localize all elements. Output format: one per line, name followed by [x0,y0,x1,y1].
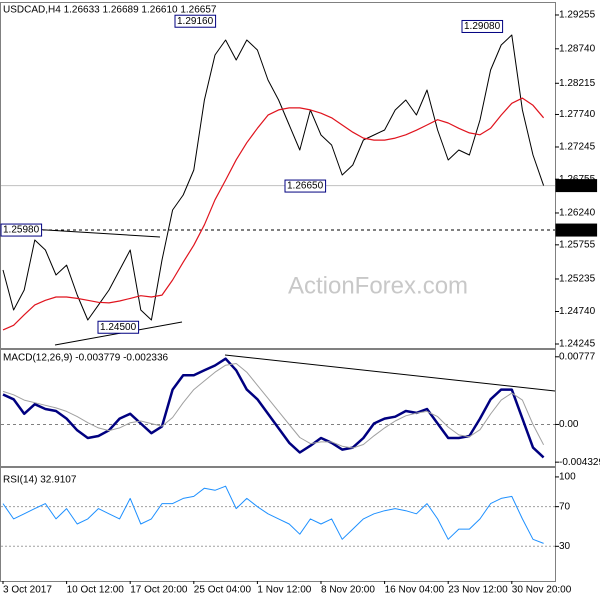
watermark: ActionForex.com [288,272,468,299]
series-line [2,357,545,459]
x-tick-label: 16 Nov 04:00 [385,585,445,596]
macd-title: MACD(12,26,9) -0.003779 -0.002336 [3,353,169,364]
price-label-box [461,19,504,33]
x-tick-label: 1 Nov 12:00 [257,585,311,596]
y-tick-label: 1.25235 [559,274,596,285]
y-tick-label: 1.24245 [559,339,596,350]
x-tick-label: 23 Nov 12:00 [448,585,508,596]
price-label: 1.26650 [287,181,324,192]
x-tick-label: 10 Oct 12:00 [67,585,125,596]
price-label-box [284,179,327,193]
rsi-title: RSI(14) 32.9107 [3,475,77,486]
price-label: 1.24500 [100,322,137,333]
y-tick-label: 1.28740 [559,43,596,54]
price-label-box [174,14,217,28]
x-tick-label: 30 Nov 20:00 [512,585,572,596]
x-tick-label: 3 Oct 2017 [3,585,52,596]
macd-panel [0,349,556,467]
trend-line [224,354,556,392]
price-label: 1.25980 [3,225,40,236]
series-line [2,363,545,449]
y-tick-label: 70 [559,501,571,512]
price-label: 1.26657 [558,180,595,191]
y-tick-label: 1.26240 [559,208,596,219]
y-tick-label: 1.27245 [559,142,596,153]
x-tick-label: 25 Oct 04:00 [194,585,252,596]
series-line [2,97,545,331]
price-label: 1.29160 [177,16,214,27]
series-line [2,34,545,321]
price-label-box [555,223,598,237]
y-tick-label: 1.29255 [559,10,596,21]
price-panel [0,2,556,349]
x-tick-label: 8 Nov 20:00 [321,585,375,596]
y-tick-label: -0.004329 [559,457,600,468]
price-label: 1.25980 [558,225,595,236]
price-label-box [97,320,140,334]
y-tick-label: 1.27740 [559,109,596,120]
price-label-box [555,179,598,193]
series-line [2,485,544,544]
y-tick-label: 1.24740 [559,306,596,317]
chart-title: USDCAD,H4 1.26633 1.26689 1.26610 1.2665… [3,5,217,16]
y-tick-label: 1.28215 [559,78,596,89]
y-tick-label: 100 [559,472,576,483]
y-tick-label: 30 [559,541,571,552]
rsi-panel [0,467,556,582]
y-tick-label: 1.25755 [559,239,596,250]
y-tick-label: 0.00777 [559,351,596,362]
price-label: 1.29080 [464,21,501,32]
price-label-box [0,223,43,237]
y-tick-label: 0.00 [559,419,579,430]
x-tick-label: 17 Oct 20:00 [130,585,188,596]
